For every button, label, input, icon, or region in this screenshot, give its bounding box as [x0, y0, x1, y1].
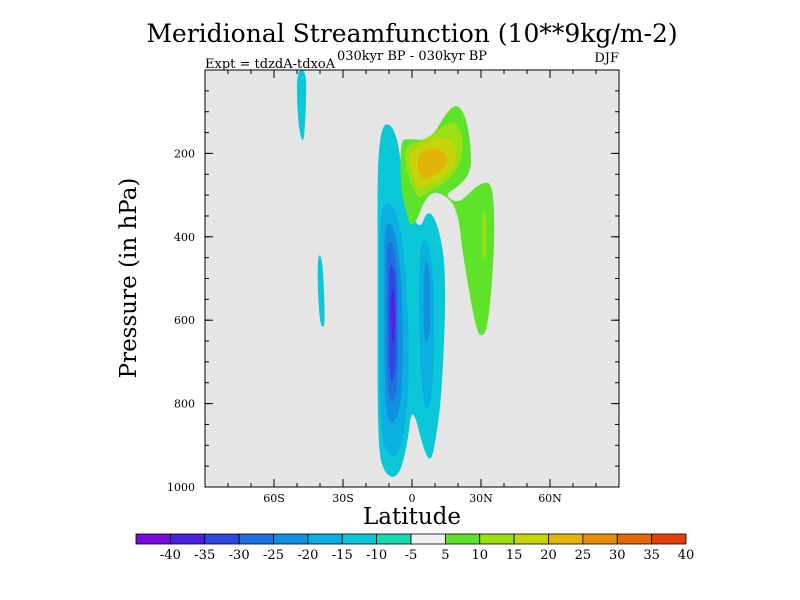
contour-northern-inner-patch: [482, 210, 487, 261]
colorbar-swatch: [238, 533, 274, 545]
x-tick-label: 60S: [263, 492, 285, 505]
y-tick-label: 1000: [167, 481, 195, 494]
contour-midlat-southern-patch: [317, 255, 325, 327]
colorbar-swatch: [410, 533, 446, 545]
x-tick-label: 30N: [469, 492, 493, 505]
contour-fill-layer: [297, 70, 495, 477]
colorbar-swatch: [651, 533, 687, 545]
colorbar-label: 30: [609, 548, 626, 563]
x-tick-label: 30S: [332, 492, 354, 505]
experiment-label: Expt = tdzdA-tdxoA: [205, 57, 336, 72]
colorbar-label: -40: [160, 548, 181, 563]
x-axis-ticks: 60S 30S 0 30N 60N: [263, 70, 562, 505]
colorbar-swatch: [273, 533, 309, 545]
colorbar-label: -10: [366, 548, 387, 563]
colorbar-label: -20: [297, 548, 318, 563]
colorbar-swatch: [204, 533, 240, 545]
x-tick-label: 0: [409, 492, 416, 505]
colorbar-label: -25: [263, 548, 284, 563]
y-tick-label: 400: [174, 231, 195, 244]
colorbar-label: 35: [643, 548, 660, 563]
colorbar-swatch: [616, 533, 653, 545]
colorbar-swatch: [582, 533, 618, 545]
contour-southern-cell-20-east: [423, 261, 431, 342]
contour-southern-cell-40: [392, 305, 395, 331]
y-axis-ticks: 200 400 600 800 1000: [167, 147, 619, 494]
contour-upper-southern-jet: [297, 70, 307, 141]
colorbar-swatch: [307, 533, 343, 545]
chart-subtitle: 030kyr BP - 030kyr BP: [337, 49, 487, 64]
y-tick-label: 600: [174, 314, 195, 327]
x-axis-label: Latitude: [363, 504, 461, 530]
colorbar-label: 10: [471, 548, 488, 563]
colorbar-label: 40: [678, 548, 695, 563]
colorbar: -40 -35 -30 -25 -20 -15 -10 -5 5 10 15 20 25 30 35 40: [135, 533, 695, 563]
colorbar-label: 15: [506, 548, 523, 563]
y-tick-label: 200: [174, 147, 195, 160]
colorbar-label: 20: [540, 548, 557, 563]
colorbar-label: -5: [405, 548, 418, 563]
chart-title: Meridional Streamfunction (10**9kg/m-2): [146, 19, 677, 48]
colorbar-label: 5: [441, 548, 449, 563]
colorbar-label: -35: [194, 548, 215, 563]
contour-northern-cell-25: [417, 148, 448, 179]
colorbar-swatch: [341, 533, 378, 545]
colorbar-label: -30: [229, 548, 250, 563]
colorbar-label: -15: [332, 548, 353, 563]
y-tick-label: 800: [174, 398, 195, 411]
y-axis-label: Pressure (in hPa): [116, 178, 142, 379]
x-tick-label: 60N: [538, 492, 562, 505]
colorbar-swatch: [169, 533, 206, 545]
colorbar-swatch: [548, 533, 584, 545]
season-label: DJF: [594, 51, 619, 66]
colorbar-swatch: [479, 533, 515, 545]
colorbar-swatch: [376, 533, 412, 545]
colorbar-swatch: [135, 533, 171, 545]
colorbar-swatch: [513, 533, 549, 545]
plot-area: 60S 30S 0 30N 60N 200 400 600 800 1000: [167, 69, 620, 505]
colorbar-label: 25: [575, 548, 592, 563]
colorbar-swatch: [444, 533, 481, 545]
